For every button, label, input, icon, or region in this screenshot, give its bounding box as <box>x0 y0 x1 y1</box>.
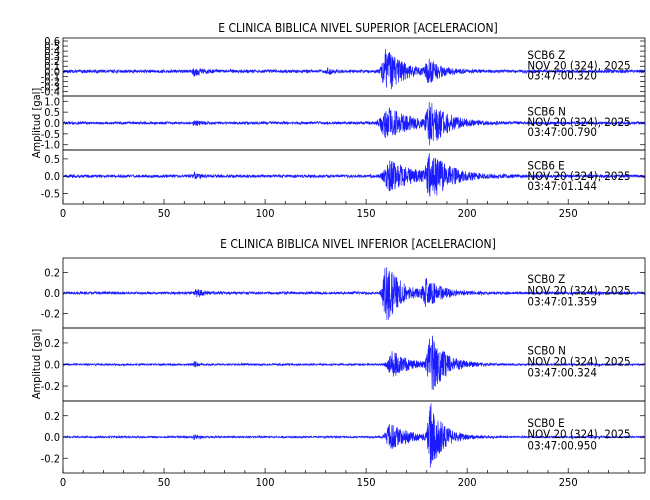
y-tick-label: -1.0 <box>41 139 60 152</box>
x-tick-label: 0 <box>60 207 66 220</box>
y-tick-label: 0.5 <box>44 40 60 53</box>
y-tick-label: 0.2 <box>44 55 60 68</box>
x-tick-label: 0 <box>60 476 66 489</box>
x-tick-label: 250 <box>559 207 578 220</box>
station-component-label: SCB0 E <box>527 416 564 430</box>
lower-level-chart: E CLINICA BIBLICA NIVEL INFERIOR [ACELER… <box>30 237 646 489</box>
x-tick-label: 100 <box>256 207 275 220</box>
upper-level-chart: E CLINICA BIBLICA NIVEL SUPERIOR [ACELER… <box>30 21 646 220</box>
waveform-trace <box>62 153 646 197</box>
station-date-label: NOV 20 (324), 2025 <box>527 427 630 441</box>
y-tick-label: -0.4 <box>41 85 60 98</box>
x-tick-label: 50 <box>158 476 171 489</box>
trace-panel-scb6-z: -0.4-0.3-0.2-0.10.00.10.20.30.40.50.6 SCB… <box>41 35 646 98</box>
upper-chart-title: E CLINICA BIBLICA NIVEL SUPERIOR [ACELER… <box>218 21 498 35</box>
y-tick-label: 0.4 <box>44 45 60 58</box>
y-tick-label: -0.3 <box>41 80 60 93</box>
station-date-label: NOV 20 (324), 2025 <box>527 58 630 72</box>
waveform-trace <box>62 267 646 320</box>
y-tick-label: -0.2 <box>41 452 60 465</box>
station-time-label: 03:47:00.790 <box>527 125 597 139</box>
y-tick-label: -0.2 <box>41 380 60 393</box>
lower-chart-title: E CLINICA BIBLICA NIVEL INFERIOR [ACELER… <box>220 237 496 251</box>
y-tick-label: -0.2 <box>41 308 60 321</box>
station-time-label: 03:47:00.950 <box>527 438 597 452</box>
station-time-label: 03:47:01.359 <box>527 295 597 309</box>
y-tick-label: 0.5 <box>44 153 60 166</box>
station-date-label: NOV 20 (324), 2025 <box>527 169 630 183</box>
waveform-trace <box>62 49 646 90</box>
y-tick-label: 0.5 <box>44 106 60 119</box>
x-tick-label: 250 <box>559 476 578 489</box>
y-tick-label: 0.0 <box>44 287 60 300</box>
waveform-trace <box>62 403 646 468</box>
x-tick-label: 200 <box>458 207 477 220</box>
y-tick-label: 0.2 <box>44 266 60 279</box>
y-tick-label: 0.0 <box>44 65 60 78</box>
y-tick-label: 0.1 <box>44 60 60 73</box>
y-tick-label: -0.5 <box>41 187 60 200</box>
y-tick-label: 0.2 <box>44 410 60 423</box>
y-tick-label: 0.0 <box>44 170 60 183</box>
y-tick-label: -0.5 <box>41 128 60 141</box>
station-date-label: NOV 20 (324), 2025 <box>527 283 630 297</box>
station-time-label: 03:47:01.144 <box>527 179 597 193</box>
station-component-label: SCB6 E <box>527 158 564 172</box>
upper-y-axis-label: Amplitud [gal] <box>30 88 43 159</box>
waveform-trace <box>62 101 646 146</box>
station-component-label: SCB6 Z <box>527 48 565 62</box>
y-tick-label: 0.0 <box>44 431 60 444</box>
station-component-label: SCB0 N <box>527 343 566 357</box>
x-tick-label: 200 <box>458 476 477 489</box>
station-date-label: NOV 20 (324), 2025 <box>527 354 630 368</box>
station-time-label: 03:47:00.320 <box>527 69 597 83</box>
y-tick-label: 0.0 <box>44 359 60 372</box>
waveform-trace <box>62 335 646 390</box>
x-tick-label: 100 <box>256 476 275 489</box>
y-tick-label: 0.3 <box>44 50 60 63</box>
x-tick-label: 50 <box>158 207 171 220</box>
lower-y-axis-label: Amplitud [gal] <box>30 329 43 400</box>
x-tick-label: 150 <box>357 207 376 220</box>
y-tick-label: 0.6 <box>44 35 60 48</box>
y-tick-label: 0.2 <box>44 337 60 350</box>
station-component-label: SCB6 N <box>527 104 566 118</box>
y-tick-label: 1.0 <box>44 95 60 108</box>
y-tick-label: -0.2 <box>41 75 60 88</box>
y-tick-label: 0.0 <box>44 117 60 130</box>
station-component-label: SCB0 Z <box>527 272 565 286</box>
y-tick-label: -0.1 <box>41 70 60 83</box>
station-time-label: 03:47:00.324 <box>527 366 597 380</box>
station-date-label: NOV 20 (324), 2025 <box>527 115 630 129</box>
x-tick-label: 150 <box>357 476 376 489</box>
